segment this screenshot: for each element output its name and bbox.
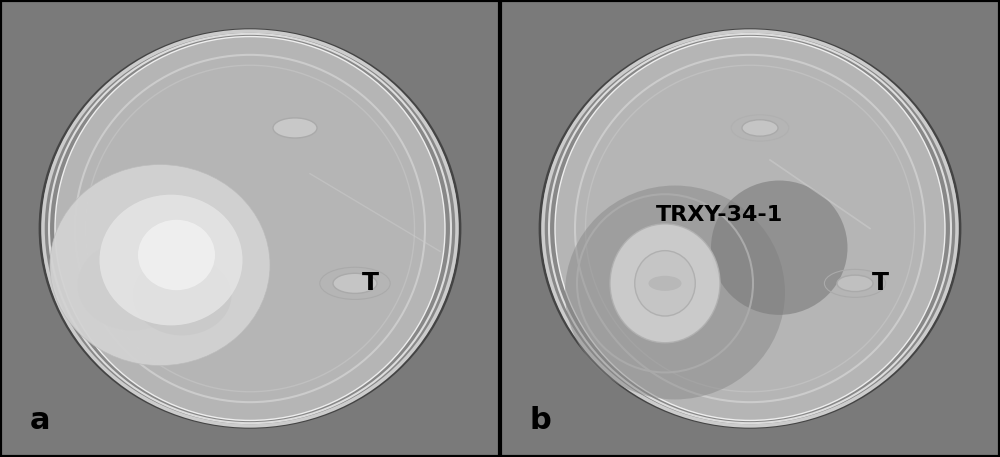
Ellipse shape (138, 220, 215, 290)
Text: TRXY-34-1: TRXY-34-1 (656, 205, 784, 225)
Ellipse shape (635, 250, 695, 316)
Circle shape (837, 275, 873, 292)
Ellipse shape (50, 165, 270, 366)
Ellipse shape (610, 224, 720, 343)
Ellipse shape (565, 186, 785, 399)
Ellipse shape (132, 255, 232, 335)
Ellipse shape (711, 181, 848, 315)
Ellipse shape (55, 37, 445, 420)
Ellipse shape (99, 195, 242, 325)
Circle shape (742, 120, 778, 136)
Circle shape (273, 118, 317, 138)
Ellipse shape (40, 30, 460, 427)
Circle shape (333, 273, 377, 293)
Text: T: T (872, 271, 889, 295)
Text: T: T (362, 271, 378, 295)
Ellipse shape (555, 37, 945, 420)
Ellipse shape (78, 240, 188, 330)
Circle shape (648, 276, 682, 291)
Ellipse shape (540, 30, 960, 427)
Text: a: a (30, 406, 50, 435)
Text: b: b (529, 406, 551, 435)
